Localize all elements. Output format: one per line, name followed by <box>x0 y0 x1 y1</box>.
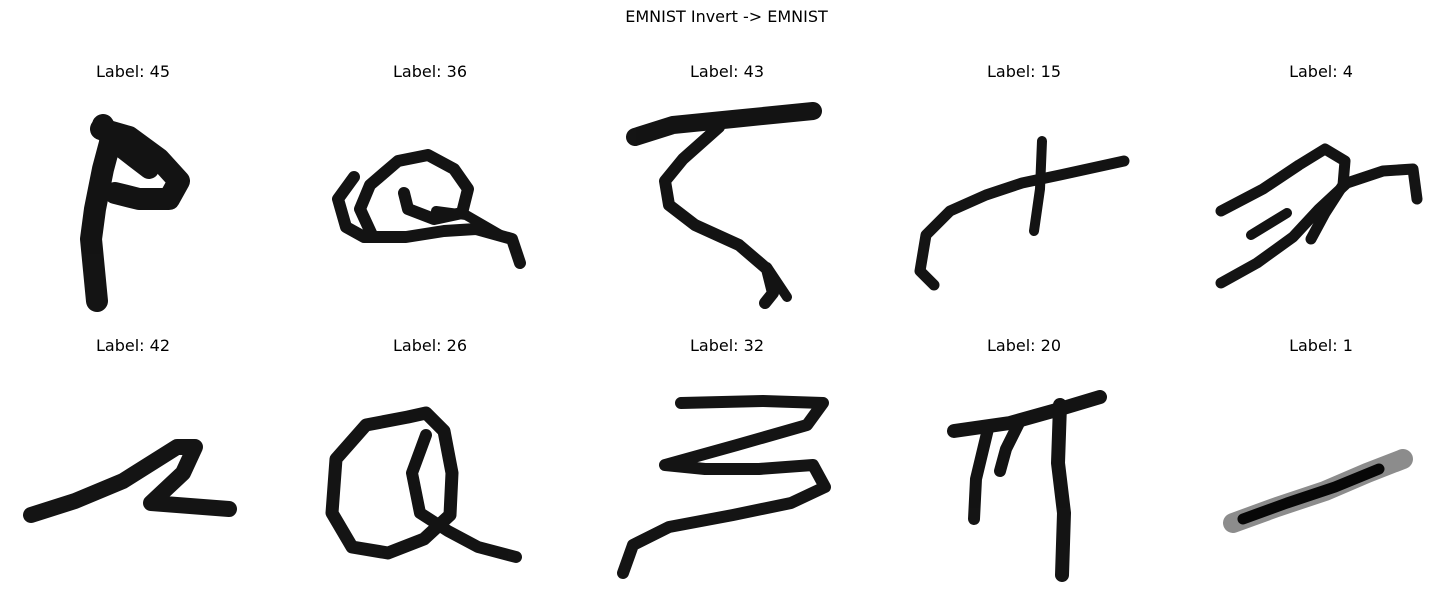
sample-label: Label: 45 <box>96 62 170 81</box>
handwritten-glyph-image <box>332 149 526 269</box>
handwritten-glyph-image <box>947 390 1107 582</box>
handwritten-glyph-image <box>80 114 190 312</box>
figure-title: EMNIST Invert -> EMNIST <box>625 7 828 26</box>
handwritten-glyph-image <box>325 406 522 563</box>
sample-label: Label: 42 <box>96 336 170 355</box>
sample-label: Label: 1 <box>1289 336 1353 355</box>
sample-label: Label: 32 <box>690 336 764 355</box>
sample-label: Label: 4 <box>1289 62 1353 81</box>
sample-label: Label: 20 <box>987 336 1061 355</box>
handwritten-glyph-image <box>626 102 822 309</box>
handwritten-glyph-image <box>914 136 1130 291</box>
sample-label: Label: 15 <box>987 62 1061 81</box>
handwritten-glyph-image <box>617 395 831 579</box>
handwritten-glyph-image <box>1223 449 1413 533</box>
sample-label: Label: 36 <box>393 62 467 81</box>
sample-label: Label: 26 <box>393 336 467 355</box>
handwritten-glyph-image <box>23 439 237 523</box>
sample-label: Label: 43 <box>690 62 764 81</box>
handwritten-glyph-image <box>1215 143 1423 289</box>
